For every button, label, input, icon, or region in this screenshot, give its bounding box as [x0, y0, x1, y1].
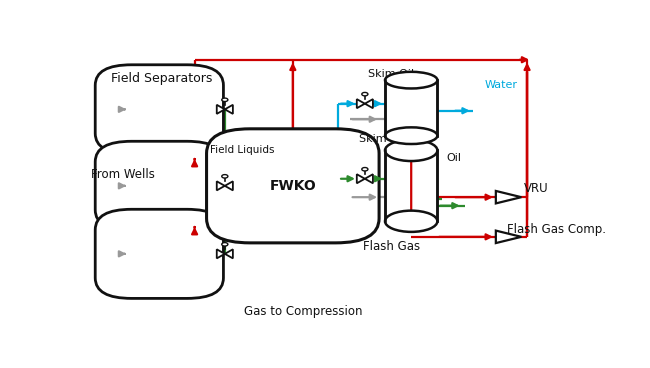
Polygon shape — [225, 181, 233, 190]
Polygon shape — [225, 105, 233, 114]
Polygon shape — [496, 231, 521, 243]
Bar — [385, 151, 437, 221]
Text: Skim Oil: Skim Oil — [368, 69, 414, 79]
Ellipse shape — [385, 210, 437, 232]
Text: Field Liquids: Field Liquids — [210, 145, 274, 155]
Polygon shape — [216, 105, 225, 114]
FancyBboxPatch shape — [96, 141, 224, 230]
Circle shape — [362, 167, 368, 171]
Ellipse shape — [385, 127, 437, 144]
Polygon shape — [357, 174, 365, 183]
Ellipse shape — [385, 140, 437, 161]
Polygon shape — [225, 249, 233, 258]
FancyBboxPatch shape — [96, 65, 224, 154]
Circle shape — [362, 92, 368, 96]
Text: From Wells: From Wells — [91, 168, 155, 181]
FancyBboxPatch shape — [207, 129, 379, 243]
Text: Gas to Compression: Gas to Compression — [244, 305, 362, 318]
Ellipse shape — [385, 72, 437, 88]
Text: Skim Water: Skim Water — [359, 134, 423, 144]
Text: VRU: VRU — [523, 182, 548, 195]
Polygon shape — [216, 249, 225, 258]
Text: Flash Gas: Flash Gas — [363, 240, 421, 253]
Text: Field Separators: Field Separators — [112, 72, 213, 85]
Polygon shape — [357, 99, 365, 108]
Polygon shape — [365, 174, 373, 183]
Circle shape — [222, 98, 228, 102]
Polygon shape — [365, 99, 373, 108]
Circle shape — [222, 243, 228, 246]
Text: Water: Water — [484, 80, 517, 90]
Polygon shape — [216, 181, 225, 190]
Text: FWKO: FWKO — [270, 179, 316, 193]
Polygon shape — [496, 191, 521, 204]
FancyBboxPatch shape — [96, 209, 224, 298]
Bar — [385, 80, 437, 136]
Text: Oil: Oil — [447, 152, 461, 163]
Circle shape — [222, 174, 228, 178]
Text: Flash Gas Comp.: Flash Gas Comp. — [507, 223, 606, 236]
